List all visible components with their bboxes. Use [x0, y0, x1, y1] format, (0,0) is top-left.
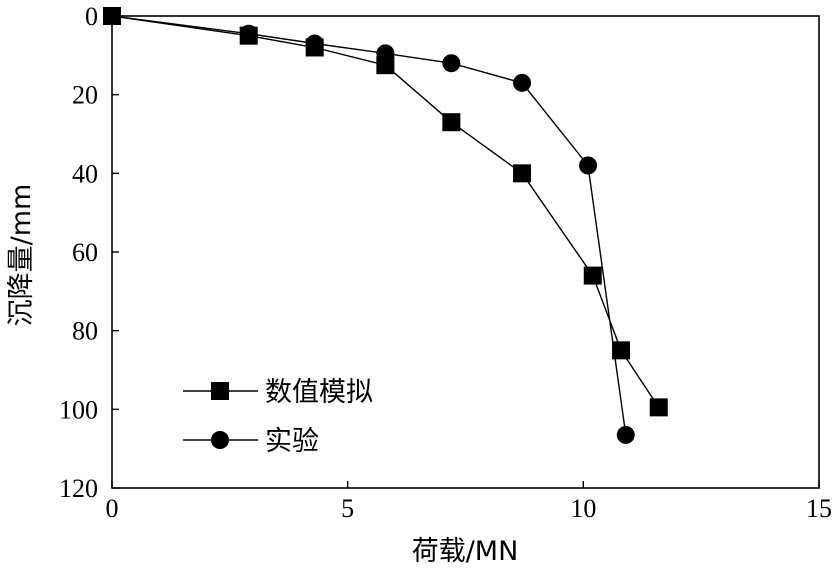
legend-circle-marker-icon [211, 431, 229, 449]
y-tick-label: 60 [72, 238, 98, 267]
legend-item-experiment: 实验 [183, 426, 319, 457]
legend-label-experiment: 实验 [265, 426, 319, 457]
series-1-circle-point [442, 54, 461, 73]
plot-frame [111, 15, 820, 489]
x-tick-label: 5 [341, 494, 354, 523]
x-tick-label: 0 [106, 494, 119, 523]
x-tick-label: 15 [806, 494, 832, 523]
series-line-0 [111, 15, 660, 408]
x-tick-label: 10 [570, 494, 596, 523]
legend-label-simulation: 数值模拟 [265, 377, 373, 408]
y-axis-title: 沉降量/mm [6, 184, 37, 327]
y-tick-label: 100 [59, 395, 98, 424]
y-tick-label: 0 [85, 2, 98, 31]
series-line-1 [111, 15, 627, 435]
x-axis-title: 荷载/MN [412, 536, 519, 567]
series-1-circle-point [305, 34, 324, 53]
y-tick-label: 120 [59, 474, 98, 503]
x-axis-ticks: 0 5 10 15 [106, 481, 832, 523]
series-0-square-point [612, 341, 631, 360]
legend: 数值模拟 实验 [183, 377, 373, 457]
y-tick-label: 40 [72, 159, 98, 188]
series-1-circle-point [376, 44, 395, 63]
series-1-circle-point [103, 7, 121, 25]
series-1-circle-point [239, 24, 258, 43]
series-0-square-point [513, 164, 532, 183]
legend-square-marker-icon [211, 382, 229, 400]
y-tick-label: 20 [72, 81, 98, 110]
legend-item-simulation: 数值模拟 [183, 377, 373, 408]
series-layer [103, 7, 668, 444]
series-1-circle-point [513, 73, 532, 92]
y-axis-ticks: 0 20 40 60 80 100 120 [59, 2, 119, 503]
series-0-square-point [442, 113, 461, 132]
y-tick-label: 80 [72, 317, 98, 346]
series-0-square-point [649, 398, 668, 417]
series-0-square-point [583, 266, 602, 285]
series-1-circle-point [579, 156, 598, 175]
series-1-circle-point [616, 425, 635, 444]
